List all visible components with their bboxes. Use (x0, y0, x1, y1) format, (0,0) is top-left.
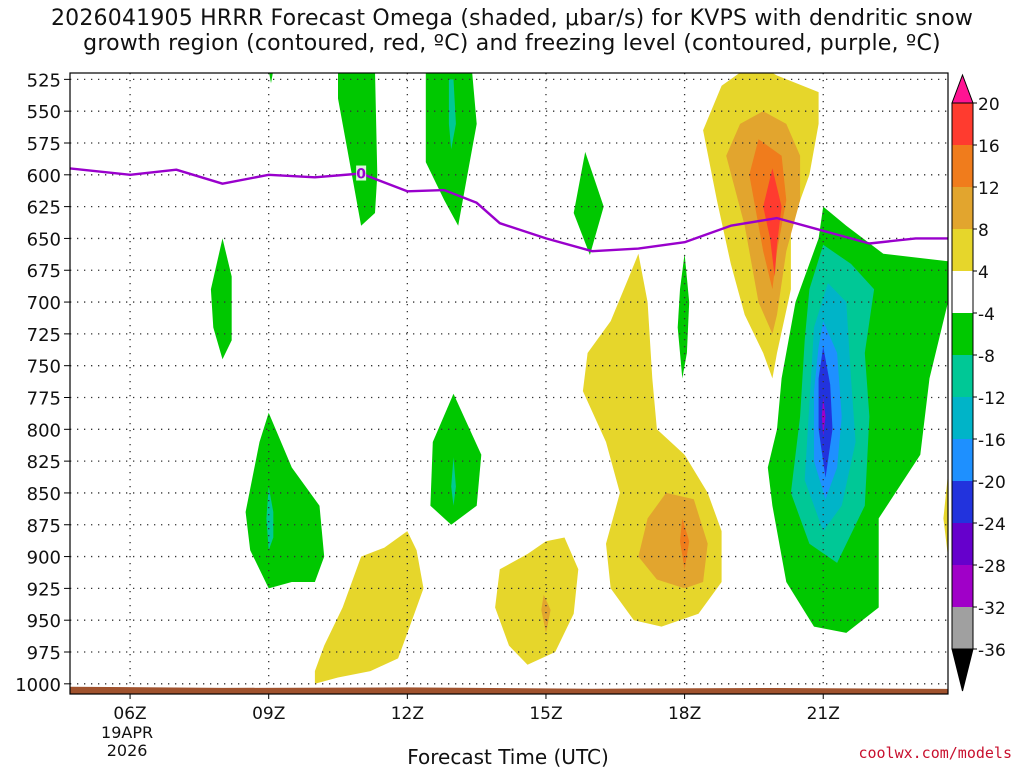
x-tick-label-12Z: 12Z (391, 704, 424, 724)
omega-region-green-08z (210, 238, 232, 360)
colorbar-label-16: 16 (978, 137, 1000, 157)
omega-region-yellow-right-edge (943, 473, 948, 557)
y-tick-label-950: 950 (27, 611, 61, 632)
colorbar-label--16: -16 (978, 431, 1006, 451)
omega-region-green-09z-low (245, 412, 325, 589)
colorbar-label--32: -32 (978, 599, 1006, 619)
colorbar-segment-m36_m32 (952, 607, 973, 650)
freezing-level-line (70, 167, 948, 253)
colorbar-segment-4_8 (952, 229, 973, 272)
omega-region-teal-09z-low (266, 486, 274, 551)
omega-region-yellow-15z (495, 537, 579, 665)
chart-title-line-2: growth region (contoured, red, ºC) and f… (83, 31, 941, 56)
colorbar-segment-m32_m28 (952, 565, 973, 608)
colorbar-label-8: 8 (978, 221, 989, 241)
y-tick-label-650: 650 (27, 229, 61, 250)
omega-region-green-top-13z (425, 73, 477, 226)
colorbar-label-12: 12 (978, 179, 1000, 199)
omega-region-orange2-18z (680, 518, 690, 570)
y-tick-label-825: 825 (27, 452, 61, 473)
omega-shading (210, 73, 948, 684)
omega-region-red-19z (763, 168, 782, 277)
y-tick-label-550: 550 (27, 102, 61, 123)
colorbar-label--8: -8 (978, 347, 995, 367)
omega-region-orange-18z (638, 492, 708, 589)
freezing-level-label: 0 (356, 167, 366, 183)
colorbar-segment-12_16 (952, 145, 973, 188)
y-tick-label-675: 675 (27, 261, 61, 282)
y-tick-label-925: 925 (27, 579, 61, 600)
x-tick-label-09Z: 09Z (252, 704, 285, 724)
colorbar-segment-m16_m12 (952, 397, 973, 440)
omega-region-teal-13z-mid (451, 457, 456, 506)
chart-title-line-1: 2026041905 HRRR Forecast Omega (shaded, … (50, 6, 974, 31)
y-tick-label-850: 850 (27, 484, 61, 505)
omega-region-yellow-10z (314, 531, 424, 684)
omega-region-green-09z-tick (269, 73, 273, 84)
colorbar-label--36: -36 (978, 641, 1006, 661)
y-tick-label-600: 600 (27, 166, 61, 187)
x-tick-label-06Z: 06Z (113, 704, 146, 724)
y-tick-label-725: 725 (27, 325, 61, 346)
colorbar-label--20: -20 (978, 473, 1006, 493)
colorbar-segment-m20_m16 (952, 439, 973, 482)
credit-text: coolwx.com/models (858, 744, 1012, 762)
colorbar-label--24: -24 (978, 515, 1006, 535)
colorbar-label-4: 4 (978, 263, 989, 283)
y-tick-label-625: 625 (27, 198, 61, 219)
y-tick-label-875: 875 (27, 516, 61, 537)
ground-surface (70, 686, 948, 694)
colorbar-segment-m4_4 (952, 271, 973, 314)
y-tick-label-775: 775 (27, 388, 61, 409)
y-tick-label-900: 900 (27, 548, 61, 569)
ground-layer (70, 686, 948, 694)
colorbar-segment-m24_m20 (952, 481, 973, 524)
colorbar-segment-m12_m8 (952, 355, 973, 398)
y-tick-label-575: 575 (27, 134, 61, 155)
x-tick-label-18Z: 18Z (668, 704, 701, 724)
omega-region-green-18z-thin (677, 253, 690, 379)
plot-frame (69, 72, 949, 695)
colorbar-segment-8_12 (952, 187, 973, 230)
y-tick-label-800: 800 (27, 420, 61, 441)
omega-region-orange-15z (541, 594, 551, 633)
y-tick-label-700: 700 (27, 293, 61, 314)
colorbar-label--12: -12 (978, 389, 1006, 409)
y-tick-label-525: 525 (27, 70, 61, 91)
colorbar-top-triangle (951, 73, 974, 104)
omega-region-green-top-11z (338, 73, 378, 226)
omega-region-green-16z (573, 151, 604, 255)
colorbar: 20 16 12 8 4 -4 -8 -12 -16 -20 -24 -28 -32 -36 (951, 73, 1006, 692)
x-tick-label-21Z: 21Z (807, 704, 840, 724)
y-tick-label-975: 975 (27, 643, 61, 664)
colorbar-segment-m8_m4 (952, 313, 973, 356)
y-tick-label-1000: 1000 (15, 675, 61, 696)
colorbar-label-20: 20 (978, 95, 1000, 115)
freezing-level: 0 (70, 165, 948, 253)
colorbar-label--28: -28 (978, 557, 1006, 577)
x-axis-title-wrap: Forecast Time (UTC) (0, 745, 1024, 769)
colorbar-segment-m28_m24 (952, 523, 973, 566)
x-tick-date: 19APR (101, 723, 153, 742)
colorbar-bottom-triangle (951, 648, 974, 692)
omega-region-teal-top-13z (448, 79, 456, 150)
x-axis-title: Forecast Time (UTC) (407, 745, 609, 769)
x-tick-year: 2026 (107, 741, 148, 760)
y-tick-label-750: 750 (27, 357, 61, 378)
omega-region-darkblue-21z (818, 346, 833, 478)
colorbar-segment-16_20 (952, 103, 973, 146)
omega-region-green-13z-mid (430, 393, 482, 525)
freezing-level-label-bg (356, 165, 367, 181)
y-axis: 525 550 575 600 625 650 675 700 725 750 775 800 825 8… (15, 70, 70, 696)
x-tick-label-15Z: 15Z (529, 704, 562, 724)
colorbar-label--4: -4 (978, 305, 995, 325)
